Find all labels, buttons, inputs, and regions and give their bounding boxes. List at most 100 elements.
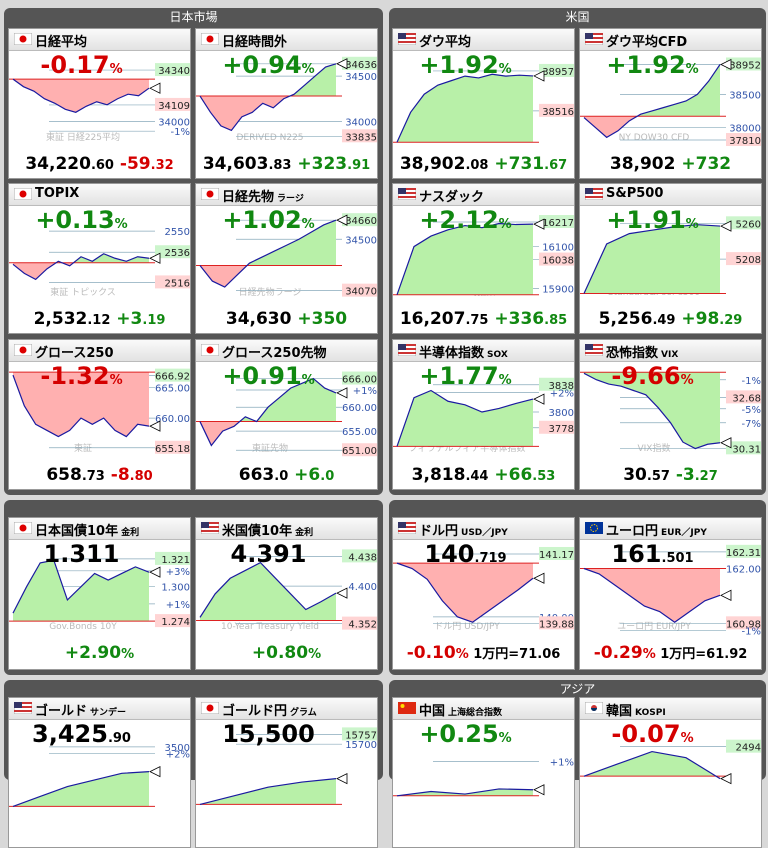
- tick-label-bg: [539, 420, 574, 434]
- flag-part: [19, 524, 27, 532]
- flag: [201, 33, 219, 45]
- head-part: %: [301, 373, 315, 388]
- tick-label: 655.00: [342, 427, 377, 438]
- foot-part: .91: [347, 158, 371, 173]
- card-header: TOPIX: [9, 184, 190, 206]
- sub: VIX: [661, 350, 679, 360]
- tick-label: -5%: [742, 405, 761, 416]
- flag: [201, 522, 219, 534]
- head-value: -0.07%: [580, 720, 725, 748]
- tick-label: 162.00: [726, 565, 761, 576]
- tick-label: 34070: [345, 287, 377, 298]
- foot-part: 34,220: [25, 154, 91, 174]
- flag: [585, 33, 603, 45]
- head-part: %: [109, 62, 123, 77]
- head-part: +0.13: [35, 206, 115, 234]
- foot-value: 3,818.44 +66.53: [393, 460, 574, 489]
- sub: SOX: [487, 350, 508, 360]
- tick-label-bg: [342, 443, 377, 457]
- name: 恐怖指数: [606, 346, 659, 361]
- last-marker: [533, 70, 545, 82]
- area-up: [13, 771, 149, 807]
- sub: サンデー: [90, 708, 127, 718]
- tick-label: 2494: [736, 743, 761, 754]
- foot-part: %: [642, 647, 656, 662]
- flag: [585, 522, 603, 534]
- watermark: 10-Year Treasury Yield: [221, 622, 319, 632]
- tick-label-bg: [539, 252, 574, 266]
- flag-part: [398, 344, 406, 350]
- area-down: [13, 262, 149, 280]
- flag-part: [398, 530, 416, 532]
- foot-part: +98: [675, 309, 720, 329]
- name: TOPIX: [35, 186, 80, 201]
- flag-part: [206, 35, 214, 43]
- head-part: %: [498, 373, 512, 388]
- foot-value: [196, 818, 377, 847]
- card-header: グロース250先物: [196, 340, 377, 362]
- tick-label-bg: [342, 616, 377, 630]
- tick-label: 3800: [549, 408, 574, 419]
- tick-label: 16100: [542, 243, 574, 254]
- card-header: ドル円 USD／JPY: [393, 518, 574, 540]
- chart: ニューヨークダウ303895738516: [393, 63, 574, 143]
- sub: 金利: [121, 528, 140, 538]
- price-line: [12, 374, 150, 438]
- name: 日経時間外: [222, 35, 288, 50]
- head-part: %: [680, 373, 694, 388]
- foot-part: .27: [694, 469, 718, 484]
- tick-label-bg: [342, 727, 377, 741]
- chart: ユーロ円 EUR/JPY 162.31 162.00 160.98-1%: [580, 544, 761, 637]
- tick-label-bg: [726, 441, 761, 455]
- sub: USD／JPY: [461, 528, 508, 538]
- area-down: [200, 96, 336, 131]
- foot-part: .44: [465, 469, 489, 484]
- foot-part: +350: [291, 309, 348, 329]
- last-marker: [720, 589, 732, 601]
- tick-label-bg: [539, 616, 574, 630]
- flag-part: [585, 192, 603, 194]
- flag-part: [398, 37, 416, 39]
- head-part: %: [685, 217, 699, 232]
- head-part: 3,425: [32, 720, 108, 748]
- card: 日経先物ラージ 34660 34500 34070 日経先物 ラージ +1.02% 34,63…: [195, 183, 378, 334]
- name: ドル円: [419, 524, 459, 539]
- tick-label: +1%: [550, 757, 574, 768]
- foot-part: 663: [238, 465, 275, 485]
- card: ユーロ円 EUR/JPY 162.31 162.00 160.98 -1% ユーロ円 EUR…: [579, 517, 762, 670]
- card-header: 半導体指数 SOX: [393, 340, 574, 362]
- card: 東証 トピックス 2550 2536 2516 TOPIX +0.13% 2,532.12 …: [8, 183, 191, 334]
- chart: 10-Year Treasury Yield 4.438 4.400 4.352: [196, 549, 377, 632]
- foot-part: -8: [104, 465, 130, 485]
- flag-part: [398, 522, 416, 524]
- head-value: -1.32%: [9, 362, 154, 390]
- flag-part: [585, 41, 603, 43]
- tick-label: -1%: [171, 127, 190, 138]
- card: NASDAQ指数16217161001603815900ナスダック+2.12%1…: [392, 183, 575, 334]
- area-down: [584, 116, 720, 138]
- tick-label: 665.00: [155, 383, 190, 394]
- tick-label: 2550: [165, 227, 190, 238]
- tick-label: 34500: [345, 72, 377, 83]
- foot-value: 34,603.83 +323.91: [196, 149, 377, 178]
- head-part: -9.66: [611, 362, 681, 390]
- tick-label-bg: [342, 129, 377, 143]
- flag-part: [206, 190, 214, 198]
- card: 東証 日経225平均 34340 34109 34000 -1% 日経平均 -0.17% 34…: [8, 28, 191, 179]
- chart: Gov.Bonds 10Y 1.321+3% 1.300 +1% 1.274: [9, 551, 190, 632]
- price-line: [12, 253, 150, 281]
- foot-value: 663.0 +6.0: [196, 460, 377, 489]
- flag-part: [585, 344, 603, 346]
- tick-label: -7%: [742, 419, 761, 430]
- page: 日本市場 米国 アジア 東証 日経225平均 34340 34109 34000 -1%…: [4, 8, 766, 848]
- sub: グラム: [290, 708, 317, 718]
- flag: [201, 344, 219, 356]
- sub: 金利: [295, 528, 314, 538]
- watermark: 東証 トピックス: [50, 286, 116, 298]
- head-part: -1.32: [40, 362, 110, 390]
- area-up: [56, 253, 149, 263]
- last-marker: [336, 387, 348, 399]
- card-header: グロース250: [9, 340, 190, 362]
- head-value: 15,500: [196, 720, 341, 748]
